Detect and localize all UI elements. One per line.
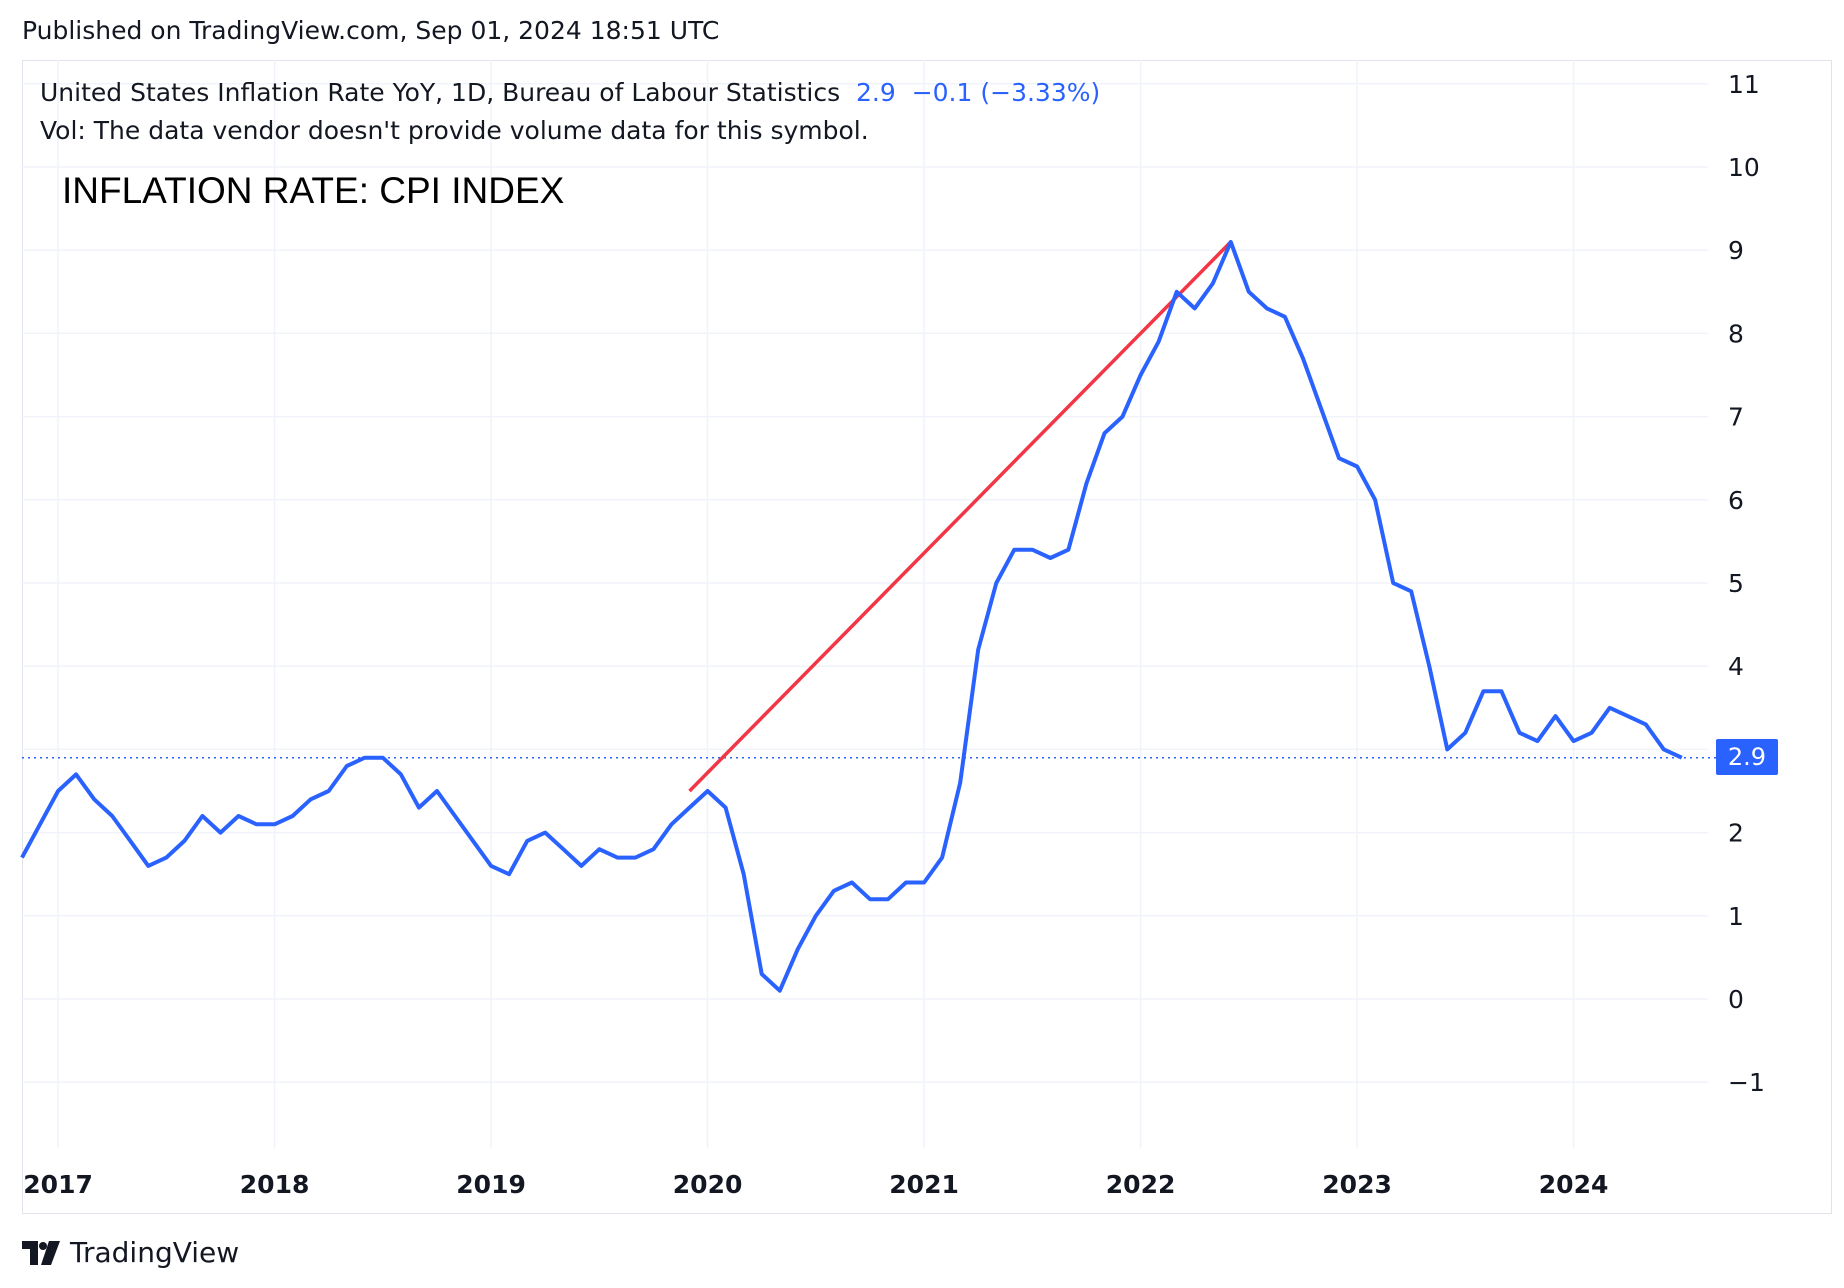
y-tick-label: 10 — [1728, 153, 1760, 182]
x-tick-label: 2020 — [673, 1170, 743, 1199]
chart-legend: United States Inflation Rate YoY, 1D, Bu… — [40, 78, 1100, 107]
chart-frame[interactable] — [22, 60, 1832, 1214]
x-tick-label: 2022 — [1106, 1170, 1176, 1199]
x-tick-label: 2024 — [1539, 1170, 1609, 1199]
tradingview-logo-icon — [22, 1240, 60, 1265]
legend-symbol: United States Inflation Rate YoY, 1D, Bu… — [40, 78, 841, 107]
trendline-segment — [688, 240, 1233, 793]
series-line-0 — [20, 239, 1683, 993]
y-tick-label: 8 — [1728, 319, 1744, 348]
y-tick-label: 2 — [1728, 819, 1744, 848]
published-timestamp: Published on TradingView.com, Sep 01, 20… — [22, 16, 720, 45]
y-tick-label: 7 — [1728, 403, 1744, 432]
legend-volume-note: Vol: The data vendor doesn't provide vol… — [40, 116, 869, 145]
x-axis-ticks: 2017 2018 2019 2020 2021 2022 2023 2024 — [23, 1170, 1608, 1199]
x-tick-label: 2021 — [889, 1170, 959, 1199]
x-tick-label: 2017 — [23, 1170, 93, 1199]
legend-change: −0.1 — [911, 78, 973, 107]
y-axis-ticks: −101234567891011 — [1728, 70, 1765, 1097]
grid-lines — [22, 60, 1708, 1148]
y-tick-label: −1 — [1728, 1068, 1765, 1097]
tradingview-footer[interactable]: TradingView — [22, 1236, 239, 1269]
legend-last-value: 2.9 — [856, 78, 896, 107]
y-tick-label: 1 — [1728, 902, 1744, 931]
x-tick-label: 2019 — [456, 1170, 526, 1199]
last-value-label: 2.9 — [1716, 739, 1778, 775]
chart-annotation-text[interactable]: INFLATION RATE: CPI INDEX — [62, 170, 565, 211]
y-tick-label: 6 — [1728, 486, 1744, 515]
series-lines — [20, 239, 1683, 993]
y-tick-label: 0 — [1728, 985, 1744, 1014]
trendline — [688, 240, 1233, 793]
x-tick-label: 2023 — [1322, 1170, 1392, 1199]
x-tick-label: 2018 — [240, 1170, 310, 1199]
legend-change-pct: (−3.33%) — [980, 78, 1101, 107]
y-tick-label: 5 — [1728, 569, 1744, 598]
tradingview-brand: TradingView — [70, 1236, 240, 1269]
y-tick-label: 11 — [1728, 70, 1760, 99]
y-tick-label: 9 — [1728, 236, 1744, 265]
y-tick-label: 4 — [1728, 652, 1744, 681]
